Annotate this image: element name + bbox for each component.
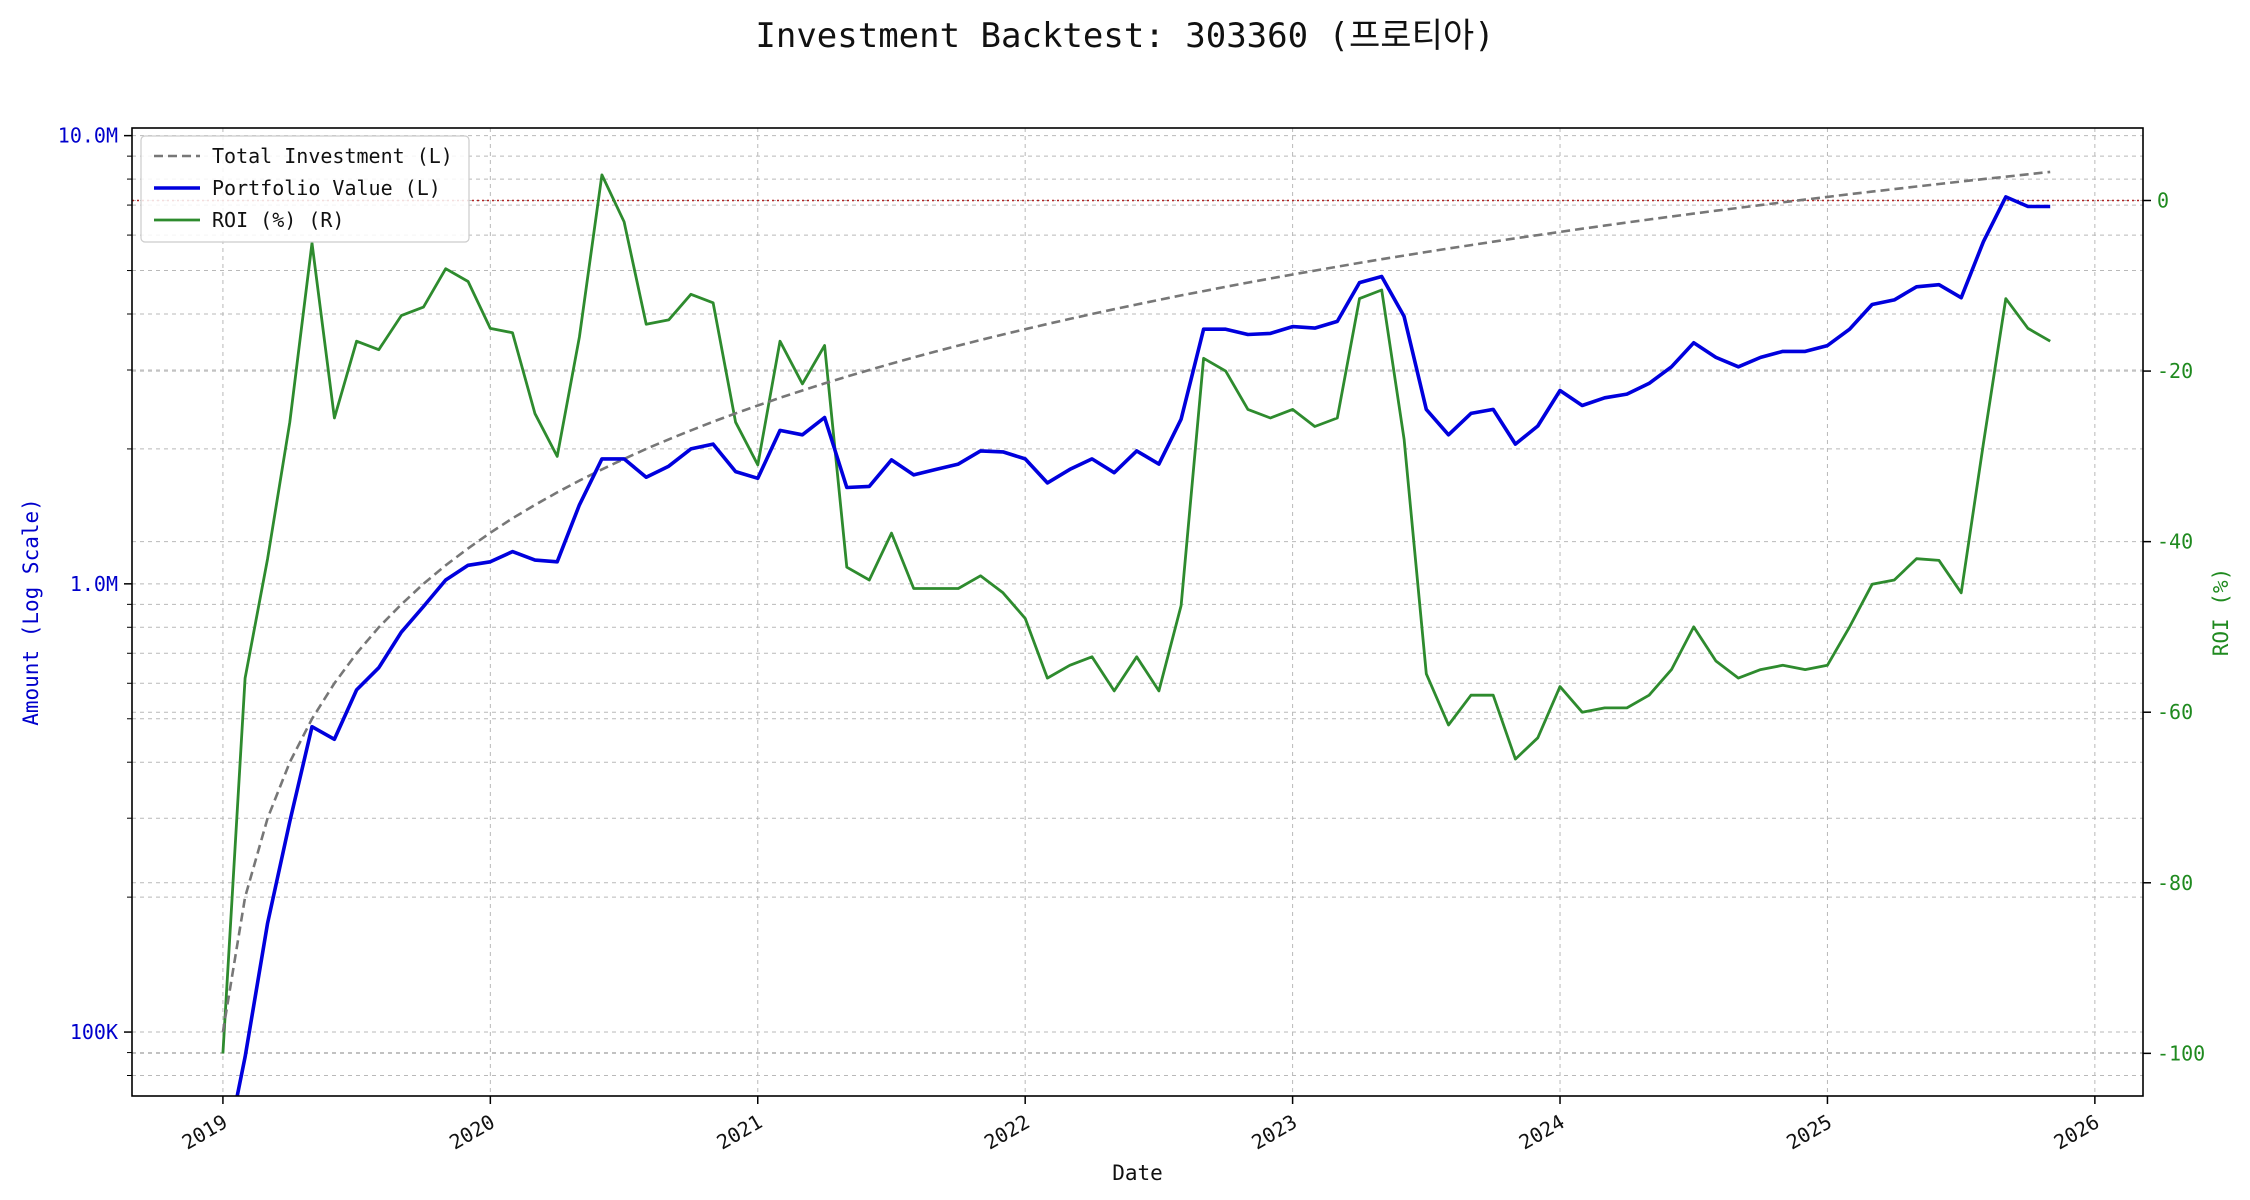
legend-box: [140, 135, 470, 243]
x-tick-label: 2026: [2050, 1110, 2104, 1155]
y-left-tick-label: 1.0M: [70, 572, 118, 596]
y-left-tick-label: 10.0M: [58, 124, 118, 148]
y-right-tick-label: -80: [2157, 871, 2193, 895]
x-tick-label: 2024: [1515, 1110, 1569, 1155]
y-axis-right-label: ROI (%): [2209, 568, 2233, 657]
y-left-tick-label: 100K: [70, 1020, 118, 1044]
legend-item-total-investment: Total Investment (L): [154, 144, 453, 168]
grid: [132, 128, 2143, 1096]
series-roi: [221, 173, 2051, 1054]
y-right-tick-label: -20: [2157, 359, 2193, 383]
legend-item-portfolio-value: Portfolio Value (L): [154, 176, 441, 200]
series-lines: [221, 170, 2051, 1096]
legend-label: Portfolio Value (L): [212, 176, 441, 200]
series-total-investment: [221, 170, 2051, 1033]
x-axis-label: Date: [1112, 1161, 1163, 1185]
legend-label: Total Investment (L): [212, 144, 453, 168]
legend-item-roi: ROI (%) (R): [154, 208, 344, 232]
x-axis: 2019 2020 2021 2022 2023 2024 2025 2026: [178, 1096, 2104, 1155]
y-right-tick-label: 0: [2157, 188, 2169, 212]
y-axis-right: 0 -20 -40 -60 -80 -100: [2143, 188, 2205, 1065]
y-right-tick-label: -60: [2157, 700, 2193, 724]
y-axis-left: 100K 1.0M 10.0M: [58, 124, 132, 1076]
y-right-tick-label: -100: [2157, 1041, 2205, 1065]
y-right-tick-label: -40: [2157, 530, 2193, 554]
chart-title: Investment Backtest: 303360 (프로티아): [755, 16, 1494, 56]
x-tick-label: 2019: [178, 1110, 232, 1155]
x-tick-label: 2020: [445, 1110, 499, 1155]
legend-label: ROI (%) (R): [212, 208, 344, 232]
legend: Total Investment (L) Portfolio Value (L) R…: [140, 135, 470, 243]
x-tick-label: 2021: [713, 1110, 767, 1155]
plot-frame: [131, 127, 2144, 1097]
x-tick-label: 2022: [980, 1110, 1034, 1155]
x-tick-label: 2023: [1247, 1110, 1301, 1155]
series-portfolio-value: [235, 195, 2051, 1096]
y-axis-left-label: Amount (Log Scale): [19, 498, 43, 726]
x-tick-label: 2025: [1782, 1110, 1836, 1155]
